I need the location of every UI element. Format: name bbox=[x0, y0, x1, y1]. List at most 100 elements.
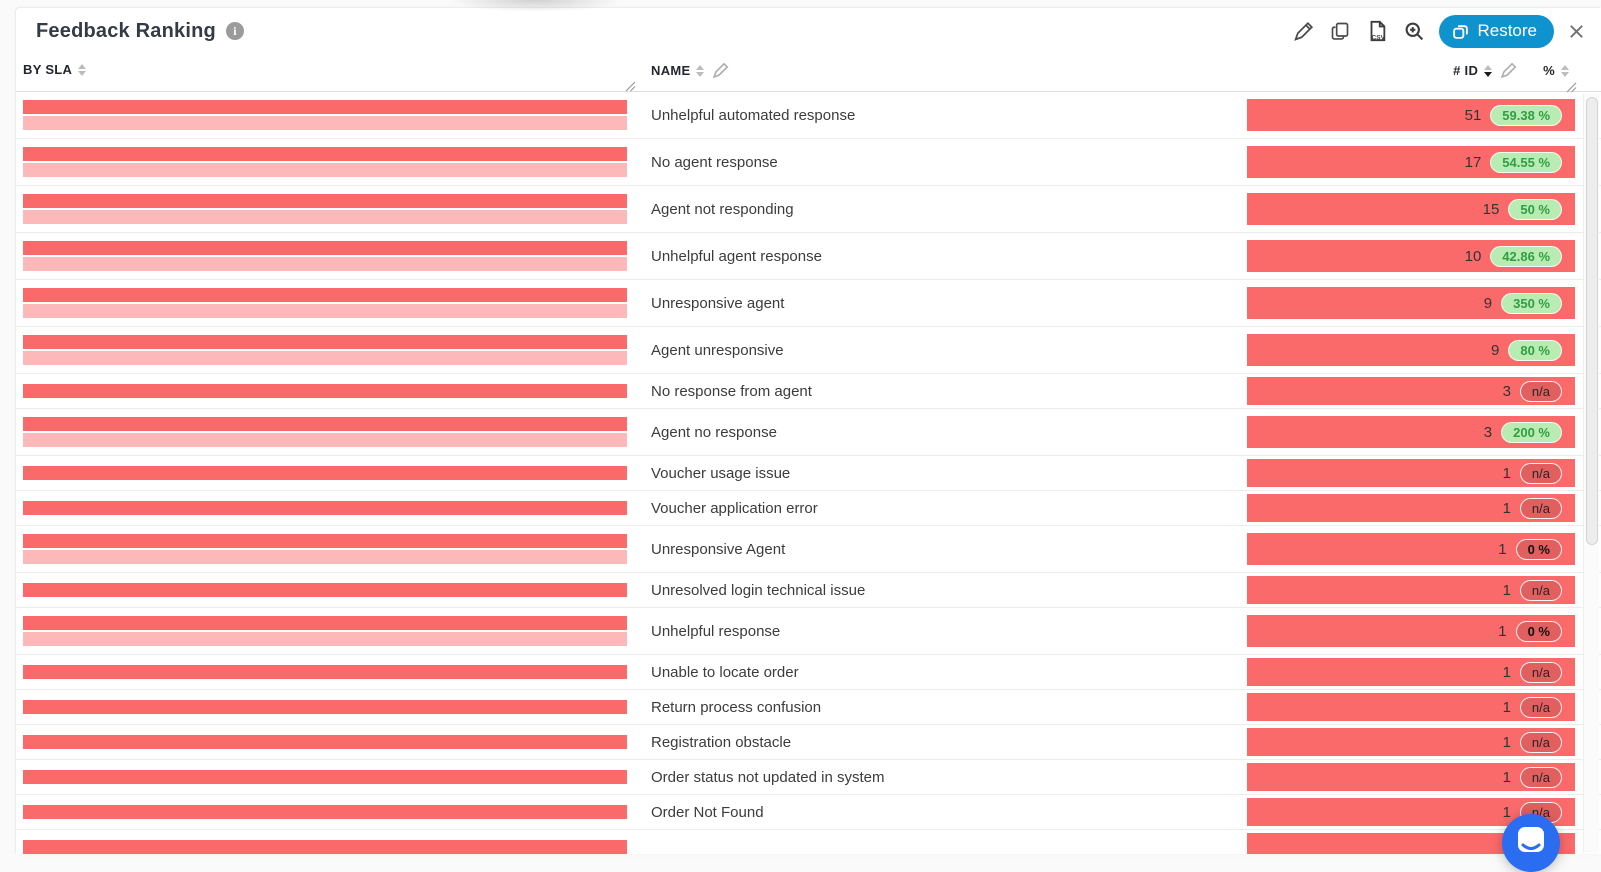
restore-label: Restore bbox=[1477, 21, 1537, 40]
row-count: 1 bbox=[1502, 663, 1511, 681]
sla-bar-primary bbox=[23, 840, 627, 854]
close-button[interactable] bbox=[1566, 21, 1587, 42]
row-count: 1 bbox=[1498, 540, 1507, 558]
row-name: Unhelpful response bbox=[651, 622, 781, 640]
row-percentage-badge: 59.38 % bbox=[1490, 104, 1562, 126]
row-name: Registration obstacle bbox=[651, 733, 792, 751]
table-row[interactable]: Unhelpful automated response 51 59.38 % bbox=[16, 92, 1601, 139]
row-percentage-badge: 350 % bbox=[1501, 292, 1562, 314]
row-count: 1 bbox=[1502, 464, 1511, 482]
table-row[interactable]: Agent no response 3 200 % bbox=[16, 409, 1601, 456]
zoom-button[interactable] bbox=[1402, 19, 1427, 44]
id-bar bbox=[1247, 833, 1575, 854]
row-name: No response from agent bbox=[651, 382, 812, 400]
sla-bar-secondary bbox=[23, 304, 627, 318]
sla-bars bbox=[23, 456, 627, 490]
row-percentage-badge: 0 % bbox=[1515, 620, 1562, 642]
column-resize-grip[interactable] bbox=[624, 80, 636, 92]
row-name: Unable to locate order bbox=[651, 663, 799, 681]
table-row[interactable]: Unhelpful agent response 10 42.86 % bbox=[16, 233, 1601, 280]
sla-bars bbox=[23, 795, 627, 829]
table-row[interactable]: Voucher usage issue 1 n/a bbox=[16, 456, 1601, 491]
row-count: 1 bbox=[1502, 581, 1511, 599]
sla-bar-secondary bbox=[23, 550, 627, 564]
sla-bar-primary bbox=[23, 466, 627, 480]
table-row[interactable]: Unable to locate order 1 n/a bbox=[16, 655, 1601, 690]
id-bar: 51 59.38 % bbox=[1247, 99, 1575, 131]
table-row[interactable]: Return process confusion 1 n/a bbox=[16, 690, 1601, 725]
sla-bar-secondary bbox=[23, 351, 627, 365]
row-count: 1 bbox=[1502, 499, 1511, 517]
sla-bar-primary bbox=[23, 194, 627, 208]
sla-bars bbox=[23, 608, 627, 654]
sla-bars bbox=[23, 491, 627, 525]
sla-bar-primary bbox=[23, 100, 627, 114]
vertical-scrollbar-thumb[interactable] bbox=[1586, 97, 1598, 545]
id-bar: 9 350 % bbox=[1247, 287, 1575, 319]
table-row[interactable]: Order Not Found 1 n/a bbox=[16, 795, 1601, 830]
table-row[interactable]: Unhelpful response 1 0 % bbox=[16, 608, 1601, 655]
sla-bars bbox=[23, 280, 627, 326]
row-name: Order status not updated in system bbox=[651, 768, 885, 786]
table-row[interactable]: Unresponsive Agent 1 0 % bbox=[16, 526, 1601, 573]
row-name: Unresponsive agent bbox=[651, 294, 785, 312]
table-row[interactable]: Voucher application error 1 n/a bbox=[16, 491, 1601, 526]
id-bar: 1 n/a bbox=[1247, 763, 1575, 791]
sort-id[interactable] bbox=[1484, 64, 1493, 77]
table-row[interactable]: Unresolved login technical issue 1 n/a bbox=[16, 573, 1601, 608]
sla-bars bbox=[23, 573, 627, 607]
sla-bars bbox=[23, 655, 627, 689]
table-row[interactable] bbox=[16, 830, 1601, 854]
id-bar: 15 50 % bbox=[1247, 193, 1575, 225]
row-count: 1 bbox=[1502, 733, 1511, 751]
edit-id-column-icon[interactable] bbox=[1500, 62, 1517, 79]
edit-name-column-icon[interactable] bbox=[712, 62, 729, 79]
sla-bar-secondary bbox=[23, 257, 627, 271]
table-row[interactable]: Agent unresponsive 9 80 % bbox=[16, 327, 1601, 374]
id-bar: 1 0 % bbox=[1247, 533, 1575, 565]
close-icon bbox=[1568, 23, 1585, 40]
row-name: Unhelpful agent response bbox=[651, 247, 822, 265]
svg-text:CSV: CSV bbox=[1372, 35, 1386, 42]
row-percentage-badge: n/a bbox=[1519, 579, 1562, 601]
sla-bar-primary bbox=[23, 241, 627, 255]
sort-name[interactable] bbox=[696, 64, 705, 77]
table-row[interactable]: Agent not responding 15 50 % bbox=[16, 186, 1601, 233]
restore-window-icon bbox=[1452, 23, 1469, 40]
table-row[interactable]: No response from agent 3 n/a bbox=[16, 374, 1601, 409]
row-percentage-badge: 200 % bbox=[1501, 421, 1562, 443]
table-row[interactable]: Unresponsive agent 9 350 % bbox=[16, 280, 1601, 327]
table-row[interactable]: Registration obstacle 1 n/a bbox=[16, 725, 1601, 760]
info-icon[interactable]: i bbox=[225, 22, 244, 40]
id-bar: 1 n/a bbox=[1247, 494, 1575, 522]
row-percentage-badge: n/a bbox=[1519, 462, 1562, 484]
column-id: # ID bbox=[1453, 63, 1479, 78]
sort-by-sla[interactable] bbox=[78, 63, 87, 76]
sla-bars bbox=[23, 409, 627, 455]
sla-bar-primary bbox=[23, 805, 627, 819]
sla-bars bbox=[23, 760, 627, 794]
vertical-scrollbar-track[interactable] bbox=[1583, 94, 1599, 853]
sla-bars bbox=[23, 327, 627, 373]
table-row[interactable]: Order status not updated in system 1 n/a bbox=[16, 760, 1601, 795]
row-name: No agent response bbox=[651, 153, 778, 171]
sla-bars bbox=[23, 186, 627, 232]
row-count: 3 bbox=[1483, 423, 1493, 441]
restore-button[interactable]: Restore bbox=[1439, 14, 1554, 48]
table-row[interactable]: No agent response 17 54.55 % bbox=[16, 139, 1601, 186]
edit-button[interactable] bbox=[1291, 19, 1316, 44]
sla-bars bbox=[23, 139, 627, 185]
row-count: 1 bbox=[1498, 622, 1507, 640]
chat-launcher-button[interactable] bbox=[1502, 814, 1560, 872]
sla-bar-primary bbox=[23, 735, 627, 749]
sla-bar-primary bbox=[23, 770, 627, 784]
row-name: Voucher usage issue bbox=[651, 464, 791, 482]
sla-bar-primary bbox=[23, 534, 627, 548]
sort-pct[interactable] bbox=[1561, 64, 1569, 77]
export-csv-button[interactable]: CSV bbox=[1364, 18, 1390, 44]
row-name: Agent not responding bbox=[651, 200, 794, 218]
copy-button[interactable] bbox=[1328, 19, 1352, 43]
row-name: Agent unresponsive bbox=[651, 341, 784, 359]
column-resize-grip[interactable] bbox=[1565, 81, 1577, 93]
column-pct: % bbox=[1543, 63, 1555, 78]
